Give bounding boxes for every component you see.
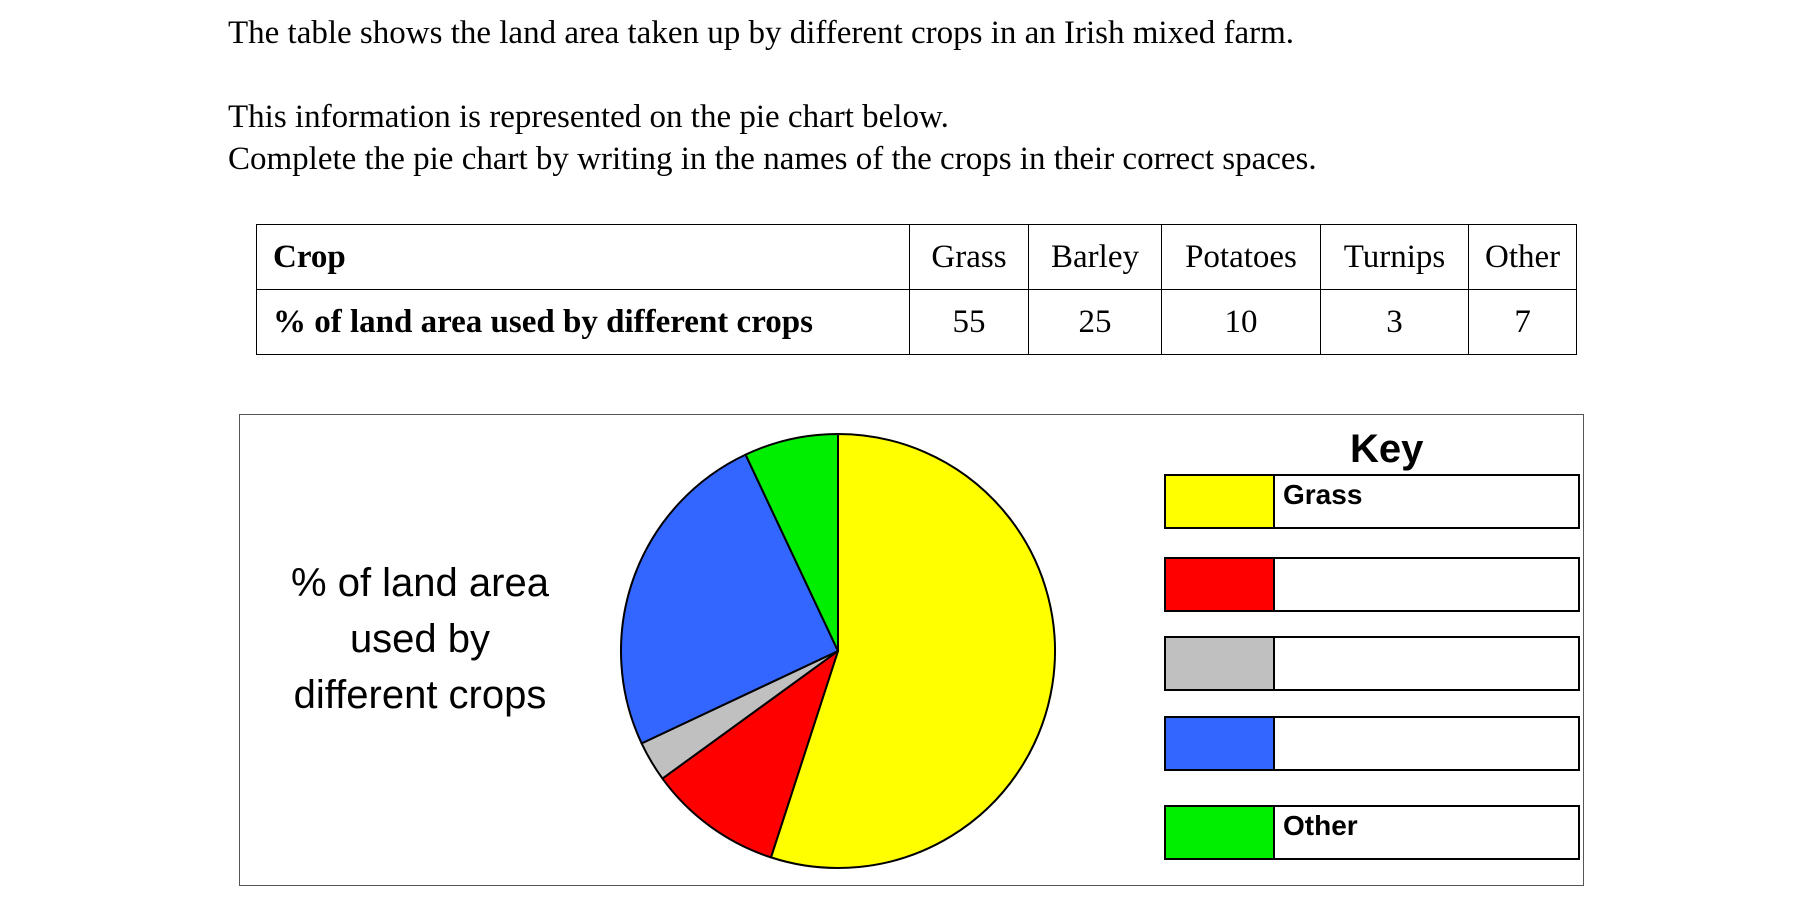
pie-chart — [620, 433, 1056, 869]
table-value-grass: 55 — [909, 289, 1029, 355]
intro-line-2: This information is represented on the p… — [228, 99, 949, 135]
key-swatch-blue — [1166, 718, 1275, 769]
pie-slice-potatoes — [661, 650, 839, 859]
key-row-blue[interactable] — [1164, 716, 1580, 771]
chart-title-line-1: % of land area — [291, 561, 549, 605]
pie-chart-panel: % of land area used by different crops K… — [239, 414, 1584, 886]
key-row-other: Other — [1164, 805, 1580, 860]
chart-title-line-2: used by — [349, 617, 491, 661]
table-column-grass: Grass — [909, 224, 1029, 290]
key-swatch-red — [1166, 559, 1275, 610]
key-label-other: Other — [1283, 810, 1358, 841]
key-title: Key — [1350, 427, 1424, 471]
key-swatch-grey — [1166, 638, 1275, 689]
table-header-label: Crop — [256, 224, 910, 290]
chart-title-line-3: different crops — [293, 673, 547, 717]
pie-slice-grass — [769, 433, 1056, 869]
table-value-barley: 25 — [1028, 289, 1162, 355]
key-row-grass: Grass — [1164, 474, 1580, 529]
intro-line-3: Complete the pie chart by writing in the… — [228, 141, 1317, 177]
table-column-turnips: Turnips — [1320, 224, 1469, 290]
chart-title: % of land area used by different crops — [270, 555, 570, 723]
key-label-blue[interactable] — [1275, 718, 1283, 769]
table-values-row: % of land area used by different crops 5… — [256, 289, 1578, 355]
key-row-red[interactable] — [1164, 557, 1580, 612]
key-row-grey[interactable] — [1164, 636, 1580, 691]
key-label-grass: Grass — [1283, 479, 1363, 510]
table-value-potatoes: 10 — [1161, 289, 1321, 355]
table-header-row: Crop Grass Barley Potatoes Turnips Other — [256, 224, 1578, 290]
table-row-label: % of land area used by different crops — [256, 289, 910, 355]
table-value-turnips: 3 — [1320, 289, 1469, 355]
table-column-potatoes: Potatoes — [1161, 224, 1321, 290]
pie-slice-barley — [620, 453, 839, 745]
key-swatch-other — [1166, 807, 1275, 858]
crop-table: Crop Grass Barley Potatoes Turnips Other… — [256, 224, 1578, 355]
table-column-barley: Barley — [1028, 224, 1162, 290]
key-label-grey[interactable] — [1275, 638, 1283, 689]
table-column-other: Other — [1467, 224, 1578, 290]
table-value-other: 7 — [1467, 289, 1578, 355]
key-label-red[interactable] — [1275, 559, 1283, 610]
key-swatch-grass — [1166, 476, 1275, 527]
pie-slice-other — [744, 433, 839, 652]
intro-line-1: The table shows the land area taken up b… — [228, 15, 1295, 51]
